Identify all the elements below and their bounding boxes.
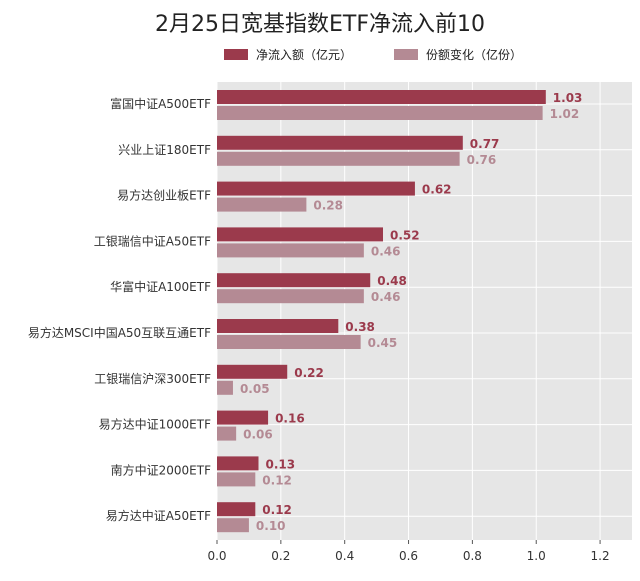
category-label: 富国中证A500ETF	[110, 96, 211, 111]
category-label: 工银瑞信沪深300ETF	[94, 372, 211, 386]
data-label-share-change: 0.10	[256, 519, 286, 533]
category-label: 华富中证A100ETF	[110, 279, 211, 294]
data-label-net-inflow: 0.16	[275, 412, 305, 426]
category-label: 易方达MSCI中国A50互联互通ETF	[28, 325, 211, 340]
x-tick-label: 0.8	[463, 549, 482, 563]
data-label-share-change: 0.46	[371, 290, 401, 304]
data-label-share-change: 0.46	[371, 244, 401, 258]
data-label-net-inflow: 0.48	[377, 274, 407, 288]
data-label-net-inflow: 0.52	[390, 228, 420, 242]
bar-share-change	[217, 472, 256, 487]
category-label: 工银瑞信中证A50ETF	[94, 233, 211, 248]
bar-share-change	[217, 380, 233, 395]
data-label-share-change: 0.12	[262, 473, 292, 487]
x-tick-label: 0.0	[207, 549, 226, 563]
data-label-net-inflow: 0.77	[470, 137, 500, 151]
x-tick-label: 1.2	[591, 549, 610, 563]
data-label-net-inflow: 0.12	[262, 503, 292, 517]
bar-share-change	[217, 335, 361, 349]
x-tick-label: 0.4	[335, 549, 354, 563]
data-label-net-inflow: 0.38	[345, 320, 375, 334]
legend-swatch-share-change	[394, 49, 418, 60]
bar-share-change	[217, 106, 543, 120]
category-label: 南方中证2000ETF	[111, 462, 211, 477]
data-label-share-change: 0.45	[368, 336, 398, 350]
bar-share-change	[217, 518, 249, 533]
data-label-share-change: 0.76	[467, 153, 497, 167]
category-label: 易方达中证1000ETF	[99, 417, 211, 432]
bar-net-inflow	[217, 456, 259, 471]
data-label-share-change: 0.06	[243, 428, 273, 442]
bar-net-inflow	[217, 319, 339, 333]
category-label: 易方达中证A50ETF	[106, 508, 211, 523]
data-label-share-change: 1.02	[550, 107, 580, 121]
bar-net-inflow	[217, 364, 288, 379]
x-tick-label: 0.6	[399, 549, 418, 563]
bar-net-inflow	[217, 90, 546, 104]
bar-net-inflow	[217, 227, 383, 242]
legend-label-net-inflow: 净流入额（亿元）	[256, 47, 352, 62]
data-label-net-inflow: 0.62	[422, 183, 452, 197]
data-label-net-inflow: 0.22	[294, 366, 324, 380]
bar-net-inflow	[217, 410, 269, 425]
data-label-net-inflow: 0.13	[266, 457, 296, 471]
bar-net-inflow	[217, 273, 371, 288]
category-label: 易方达创业板ETF	[117, 188, 211, 203]
bar-share-change	[217, 243, 364, 258]
bar-share-change	[217, 197, 307, 212]
bar-share-change	[217, 289, 364, 304]
category-label: 兴业上证180ETF	[118, 143, 211, 157]
bar-net-inflow	[217, 135, 463, 150]
legend-swatch-net-inflow	[224, 49, 248, 60]
chart-title: 2月25日宽基指数ETF净流入前10	[155, 12, 485, 37]
bar-net-inflow	[217, 502, 256, 517]
bar-share-change	[217, 426, 237, 441]
data-label-net-inflow: 1.03	[553, 91, 583, 105]
x-tick-label: 1.0	[527, 549, 546, 563]
data-label-share-change: 0.28	[313, 199, 343, 213]
bar-share-change	[217, 151, 460, 166]
legend-label-share-change: 份额变化（亿份）	[426, 47, 522, 62]
bar-net-inflow	[217, 181, 415, 196]
data-label-share-change: 0.05	[240, 382, 270, 396]
x-tick-label: 0.2	[271, 549, 290, 563]
